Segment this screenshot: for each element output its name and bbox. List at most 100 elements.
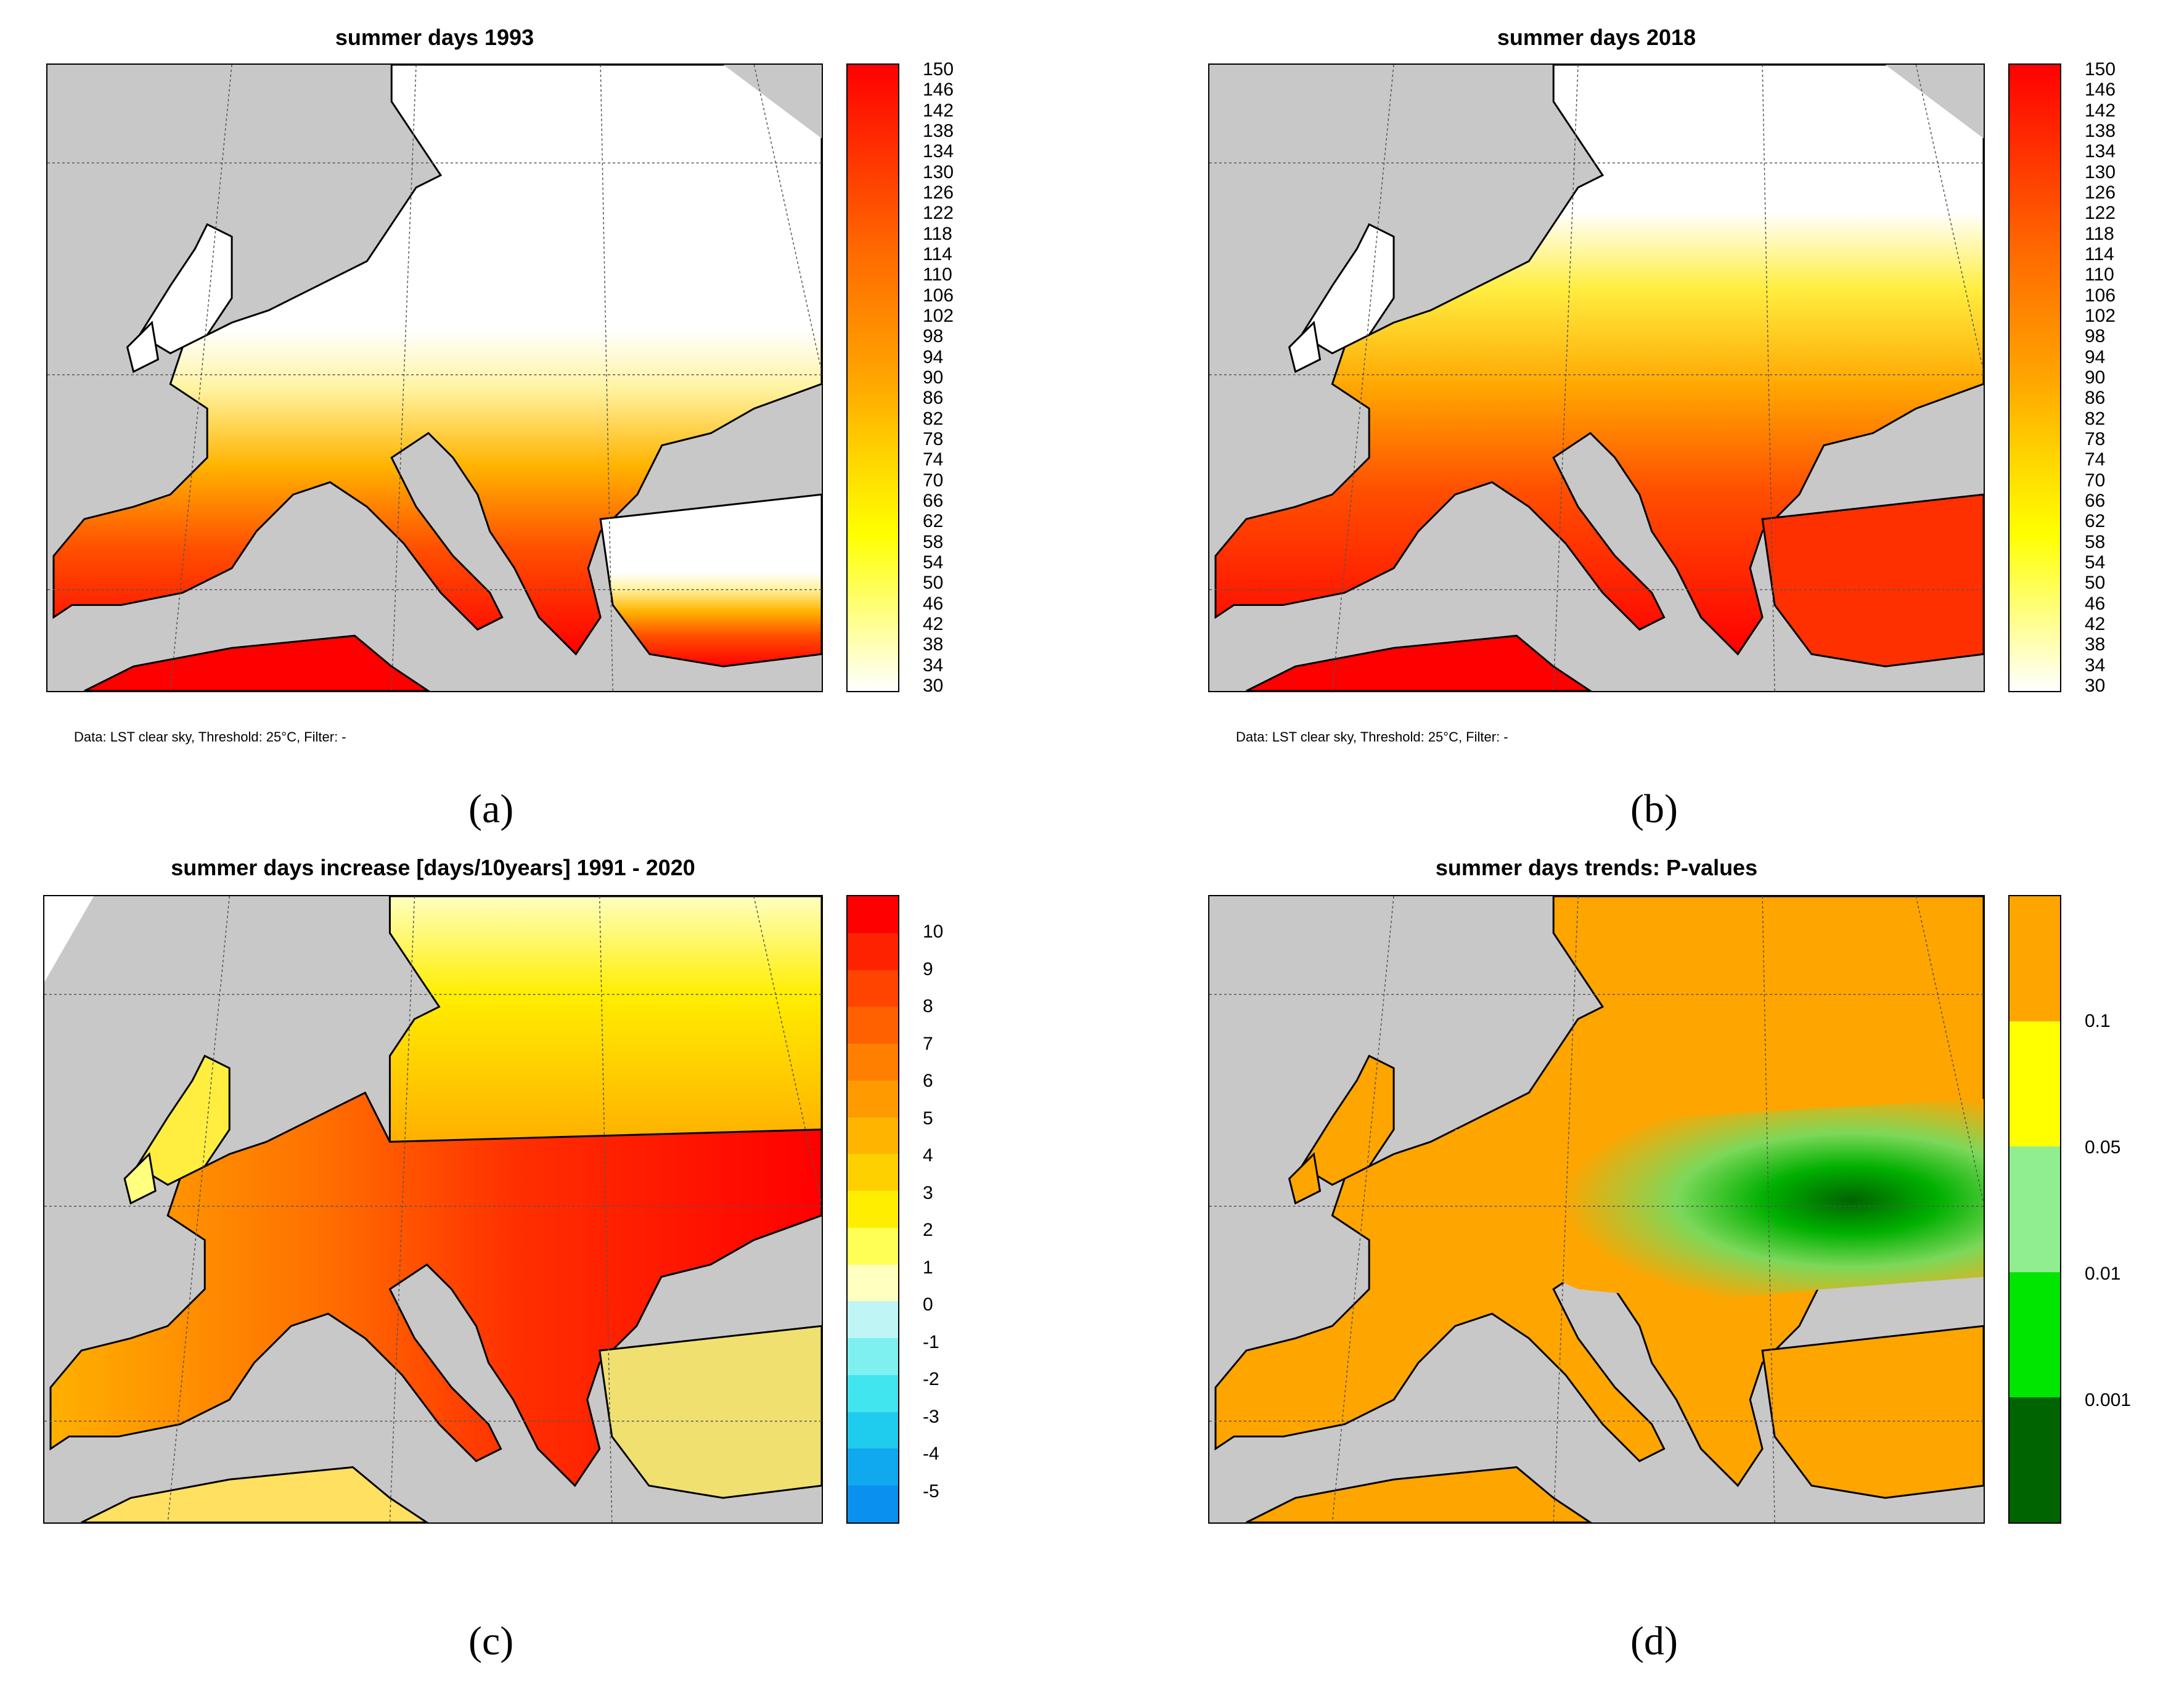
colorbar-segment [848, 1338, 898, 1375]
colorbar-tick-label: 50 [923, 573, 944, 594]
colorbar-tick-label: 0 [923, 1294, 933, 1315]
colorbar-tick-label: 10 [923, 921, 944, 942]
colorbar-tick-label: 38 [923, 634, 944, 655]
colorbar-segment [2009, 896, 2060, 1022]
colorbar-tick-label: 0.001 [2085, 1390, 2132, 1410]
colorbar-tick-label: 46 [2085, 593, 2106, 614]
colorbar-tick-label: 54 [923, 552, 944, 573]
colorbar-tick-label: 4 [923, 1145, 933, 1166]
colorbar-segment [848, 970, 898, 1007]
colorbar-tick-label: 66 [2085, 491, 2106, 511]
colorbar-tick-label: 62 [923, 511, 944, 532]
panel-c-caption: (c) [468, 1619, 514, 1664]
colorbar-segment [2009, 1272, 2060, 1397]
colorbar-tick-label: 114 [2085, 244, 2114, 264]
colorbar-tick-label: -5 [923, 1481, 939, 1502]
colorbar-tick-label: 146 [923, 80, 954, 100]
colorbar-segment [848, 1264, 898, 1302]
panel-b-title: summer days 2018 [1497, 25, 1696, 50]
colorbar-segment [848, 1080, 898, 1118]
colorbar-tick-label: 7 [923, 1033, 933, 1054]
europe-map-c [44, 896, 822, 1522]
colorbar-tick-label: 82 [923, 408, 944, 429]
colorbar-tick-label: 86 [2085, 388, 2106, 409]
panel-a-title: summer days 1993 [335, 25, 534, 50]
panel-b-caption: (b) [1630, 787, 1678, 832]
panel-a-map [46, 63, 823, 692]
colorbar-tick-label: 98 [2085, 326, 2106, 347]
colorbar-tick-label: 46 [923, 593, 944, 614]
colorbar-segment [848, 1227, 898, 1265]
colorbar-tick-label: -2 [923, 1369, 939, 1389]
europe-map-a [47, 65, 822, 691]
colorbar-tick-label: 6 [923, 1071, 933, 1091]
colorbar-tick-label: 5 [923, 1108, 933, 1129]
colorbar-tick-label: 110 [923, 264, 952, 285]
colorbar-tick-label: 34 [2085, 655, 2106, 676]
colorbar-tick-label: 126 [2085, 182, 2116, 203]
colorbar-tick-label: 2 [923, 1220, 933, 1240]
colorbar-tick-label: 42 [2085, 614, 2106, 634]
colorbar-tick-label: 134 [2085, 141, 2116, 162]
colorbar-tick-label: 138 [923, 121, 954, 141]
colorbar-segment [2009, 1146, 2060, 1272]
colorbar-tick-label: 30 [2085, 676, 2106, 696]
colorbar-tick-label: 98 [923, 326, 944, 347]
colorbar-tick-label: 150 [2085, 59, 2116, 80]
colorbar-tick-label: 66 [923, 491, 944, 511]
colorbar-tick-label: -1 [923, 1331, 939, 1352]
colorbar-tick-label: 38 [2085, 634, 2106, 655]
colorbar-tick-label: 114 [923, 244, 952, 264]
panel-b-colorbar [2008, 63, 2061, 692]
panel-a-colorbar [846, 63, 899, 692]
colorbar-tick-label: 142 [923, 100, 954, 121]
panel-d-caption: (d) [1630, 1619, 1678, 1664]
colorbar-tick-label: 74 [2085, 449, 2106, 470]
panel-a-caption: (a) [468, 787, 514, 832]
colorbar-tick-label: 130 [2085, 161, 2116, 182]
colorbar-tick-label: 138 [2085, 121, 2116, 141]
colorbar-tick-label: 3 [923, 1182, 933, 1203]
panel-c-title: summer days increase [days/10years] 1991… [171, 855, 695, 880]
colorbar-tick-label: 118 [923, 223, 952, 244]
colorbar-tick-label: 142 [2085, 100, 2116, 121]
colorbar-tick-label: 0.01 [2085, 1264, 2121, 1284]
panel-b-map [1208, 63, 1985, 692]
colorbar-tick-label: -3 [923, 1406, 939, 1427]
colorbar-tick-label: 70 [923, 470, 944, 491]
colorbar-tick-label: 94 [923, 346, 944, 367]
colorbar-tick-label: 62 [2085, 511, 2106, 532]
colorbar-segment [848, 1301, 898, 1339]
colorbar-tick-label: 9 [923, 958, 933, 979]
colorbar-tick-label: 90 [923, 367, 944, 388]
colorbar-tick-label: 90 [2085, 367, 2106, 388]
colorbar-tick-label: 8 [923, 996, 933, 1016]
colorbar-tick-label: 30 [923, 676, 944, 696]
colorbar-tick-label: 102 [923, 306, 954, 326]
colorbar-tick-label: 50 [2085, 573, 2106, 594]
colorbar-tick-label: 78 [923, 429, 944, 449]
colorbar-tick-label: 58 [923, 531, 944, 552]
colorbar-tick-label: -4 [923, 1444, 939, 1464]
colorbar-tick-label: 122 [923, 203, 954, 224]
colorbar-segment [848, 1485, 898, 1522]
colorbar-tick-label: 70 [2085, 470, 2106, 491]
colorbar-tick-label: 42 [923, 614, 944, 634]
colorbar-tick-label: 86 [923, 388, 944, 409]
colorbar-tick-label: 126 [923, 182, 954, 203]
colorbar-tick-label: 34 [923, 655, 944, 676]
colorbar-segment [848, 1191, 898, 1228]
colorbar-tick-label: 78 [2085, 429, 2106, 449]
colorbar-tick-label: 94 [2085, 346, 2106, 367]
panel-c-colorbar [846, 895, 899, 1524]
colorbar-segment [848, 1412, 898, 1449]
colorbar-tick-label: 134 [923, 141, 954, 162]
panel-d-title: summer days trends: P-values [1435, 855, 1758, 880]
colorbar-segment [2009, 1021, 2060, 1147]
colorbar-tick-label: 130 [923, 161, 954, 182]
colorbar-tick-label: 102 [2085, 306, 2116, 326]
europe-map-d [1209, 896, 1984, 1522]
colorbar-tick-label: 106 [2085, 285, 2116, 306]
colorbar-tick-label: 1 [923, 1257, 933, 1278]
colorbar-tick-label: 110 [2085, 264, 2114, 285]
